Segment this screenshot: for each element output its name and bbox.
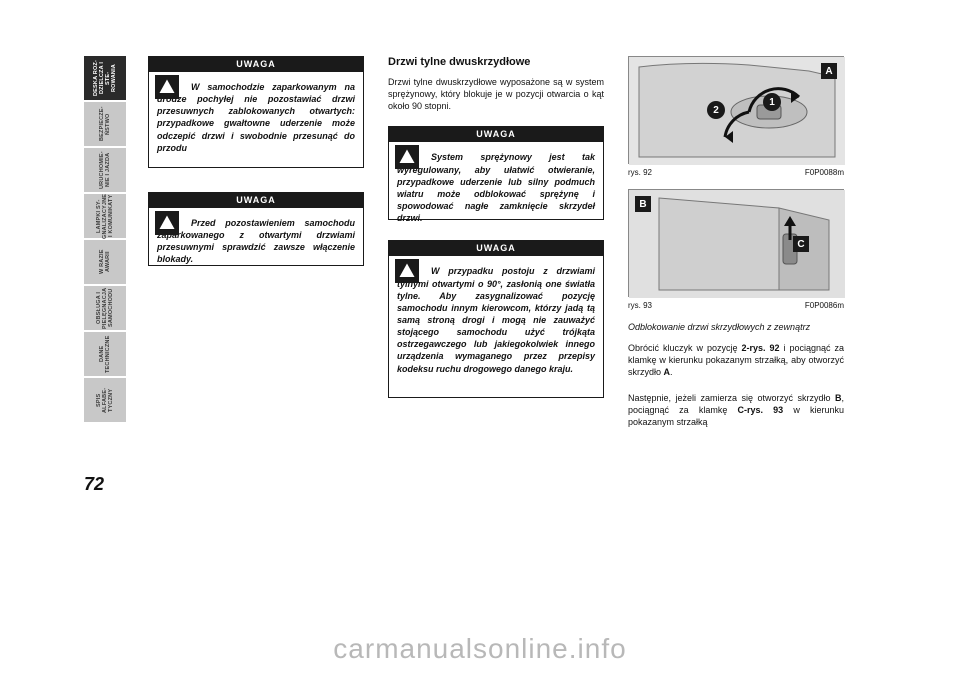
fig-label-left: rys. 92 [628, 168, 652, 177]
figure-93-drawing [629, 190, 845, 298]
warning-box-3: UWAGA System sprężynowy jest tak wyregul… [388, 126, 604, 220]
figure-92-drawing [629, 57, 845, 165]
warning-body: Przed pozostawieniem samochodu zaparkowa… [157, 199, 355, 266]
fig-label-right: F0P0086m [805, 301, 844, 310]
warning-icon [155, 75, 179, 99]
warning-title-bar: UWAGA [388, 126, 604, 142]
badge-C: C [793, 236, 809, 252]
warning-title-bar: UWAGA [388, 240, 604, 256]
warning-body: W przypadku postoju z drzwiami tylnymi o… [397, 247, 595, 374]
page-number: 72 [84, 474, 104, 495]
text: Obrócić kluczyk w pozycję [628, 343, 741, 353]
paragraph-2: Następnie, jeżeli zamierza się otworzyć … [628, 392, 844, 428]
paragraph-1: Obrócić kluczyk w pozycję 2-rys. 92 i po… [628, 342, 844, 378]
warning-body: System sprężynowy jest tak wyregulowany,… [397, 133, 595, 224]
fig-label-left: rys. 93 [628, 301, 652, 310]
column-2: Drzwi tylne dwuskrzydłowe Drzwi tylne dw… [388, 56, 604, 418]
nav-item-lampki[interactable]: LAMPKI SY- GNALIZACYJNE I KOMUNIKATY [84, 194, 126, 238]
section-heading: Drzwi tylne dwuskrzydłowe [388, 56, 604, 68]
figure-93: B C [628, 189, 844, 297]
warning-box-4: UWAGA W przypadku postoju z drzwiami tyl… [388, 240, 604, 398]
unlock-caption: Odblokowanie drzwi skrzydłowych z zewnąt… [628, 322, 844, 334]
warning-title: UWAGA [236, 58, 276, 70]
nav-item-obsluga[interactable]: OBSŁUGA I PIELĘGNACJA SAMOCHODU [84, 286, 126, 330]
nav-item-deska[interactable]: DESKA ROZ- DZIELCZA I STE- ROWANIA [84, 56, 126, 100]
manual-page: DESKA ROZ- DZIELCZA I STE- ROWANIA BEZPI… [0, 0, 960, 679]
warning-title-bar: UWAGA [148, 192, 364, 208]
text: . [670, 367, 673, 377]
warning-icon [395, 259, 419, 283]
warning-icon [155, 211, 179, 235]
figure-93-caption: rys. 93 F0P0086m [628, 301, 844, 310]
watermark: carmanualsonline.info [0, 633, 960, 665]
ref-bold: 2-rys. 92 [741, 343, 779, 353]
warning-title-bar: UWAGA [148, 56, 364, 72]
intro-paragraph: Drzwi tylne dwuskrzydłowe wyposażone są … [388, 76, 604, 112]
nav-item-bezpieczenstwo[interactable]: BEZPIECZE- ŃSTWO [84, 102, 126, 146]
warning-box-2: UWAGA Przed pozostawieniem samochodu zap… [148, 192, 364, 266]
figure-92: A 1 2 [628, 56, 844, 164]
warning-box-1: UWAGA W samochodzie zaparkowanym na drod… [148, 56, 364, 168]
badge-B: B [635, 196, 651, 212]
nav-item-uruchomienie[interactable]: URUCHOMIE- NIE I JAZDA [84, 148, 126, 192]
warning-title: UWAGA [476, 242, 516, 254]
figure-92-caption: rys. 92 F0P0088m [628, 168, 844, 177]
column-3: A 1 2 rys. 92 F0P0088m B C rys. 93 F0P00… [628, 56, 844, 443]
warning-body: W samochodzie zaparkowanym na drodze poc… [157, 63, 355, 154]
nav-item-dane[interactable]: DANE TECHNICZNE [84, 332, 126, 376]
warning-icon [395, 145, 419, 169]
side-nav: DESKA ROZ- DZIELCZA I STE- ROWANIA BEZPI… [84, 56, 126, 422]
text: Następnie, jeżeli zamierza się otworzyć … [628, 393, 835, 403]
badge-A: A [821, 63, 837, 79]
nav-item-spis[interactable]: SPIS ALFABE- TYCZNY [84, 378, 126, 422]
fig-label-right: F0P0088m [805, 168, 844, 177]
warning-title: UWAGA [476, 128, 516, 140]
badge-1: 1 [763, 93, 781, 111]
nav-item-awarii[interactable]: W RAZIE AWARII [84, 240, 126, 284]
column-1: UWAGA W samochodzie zaparkowanym na drod… [148, 56, 364, 286]
ref-bold: C-rys. 93 [738, 405, 784, 415]
badge-2: 2 [707, 101, 725, 119]
warning-title: UWAGA [236, 194, 276, 206]
